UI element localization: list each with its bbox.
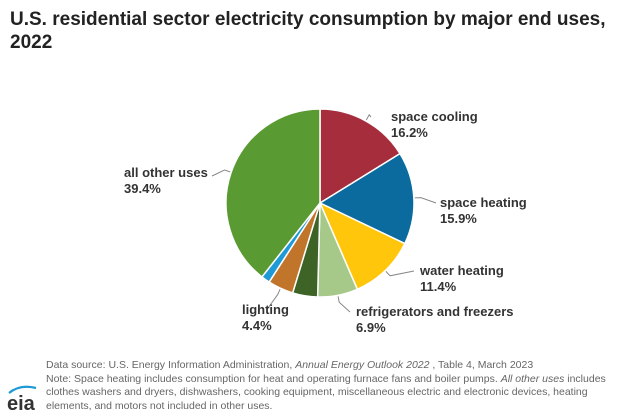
slice-label-value: 4.4% — [242, 318, 272, 333]
slice-label-refrigerators-and-freezers: refrigerators and freezers 6.9% — [356, 304, 514, 335]
leader-lines — [211, 113, 437, 313]
pie-chart: space cooling 16.2% space heating 15.9% wate… — [124, 108, 527, 335]
slice-label-space-cooling: space cooling 16.2% — [391, 109, 478, 140]
slice-label-name: water heating — [419, 263, 504, 278]
slice-label-name: lighting — [242, 302, 289, 317]
slice-labels: space cooling 16.2% space heating 15.9% wate… — [124, 109, 527, 335]
source-prefix: Data source: U.S. Energy Information Adm… — [46, 359, 296, 371]
slice-label-name: space heating — [440, 195, 527, 210]
leader-line-water-heating — [385, 270, 415, 277]
chart-footer: Data source: U.S. Energy Information Adm… — [46, 359, 636, 413]
leader-line-space-cooling — [365, 113, 372, 121]
slice-label-lighting: lighting 4.4% — [242, 302, 289, 333]
pie-slices — [225, 108, 415, 298]
note-italic: All other uses — [500, 372, 565, 385]
pie-slice-water-heating — [318, 201, 406, 291]
logo-text: eia — [7, 393, 36, 414]
slice-label-space-heating: space heating 15.9% — [440, 195, 527, 226]
note-suffix: includes clothes washers and dryers, dis… — [46, 372, 606, 412]
chart-title: U.S. residential sector electricity cons… — [10, 9, 606, 53]
chart-note: Note: Space heating includes consumption… — [46, 373, 636, 414]
slice-label-value: 39.4% — [124, 181, 161, 196]
leader-line-space-heating — [414, 197, 437, 204]
leader-line-refrigerators-and-freezers — [337, 296, 351, 313]
leader-line-lighting — [267, 288, 281, 309]
source-title: Annual Energy Outlook 2022 — [295, 359, 430, 371]
note-prefix: Note: Space heating includes consumption… — [46, 372, 501, 385]
pie-slice-space-cooling — [319, 108, 402, 205]
pie-slice-all-other-uses — [225, 108, 321, 278]
slice-label-value: 16.2% — [391, 125, 428, 140]
slice-label-name: all other uses — [124, 165, 208, 180]
slice-label-value: 15.9% — [440, 211, 477, 226]
leader-line-all-other-uses — [211, 169, 231, 177]
slice-label-value: 6.9% — [356, 320, 386, 335]
source-suffix: , Table 4, March 2023 — [429, 359, 534, 371]
slice-label-name: refrigerators and freezers — [356, 304, 514, 319]
slice-label-name: space cooling — [391, 109, 478, 124]
eia-logo-icon: eia — [7, 385, 37, 414]
slice-label-all-other-uses: all other uses 39.4% — [124, 165, 208, 196]
slice-label-water-heating: water heating 11.4% — [419, 263, 504, 294]
pie-slice-space-heating — [318, 152, 415, 245]
slice-label-value: 11.4% — [420, 279, 457, 294]
data-source: Data source: U.S. Energy Information Adm… — [46, 359, 636, 373]
